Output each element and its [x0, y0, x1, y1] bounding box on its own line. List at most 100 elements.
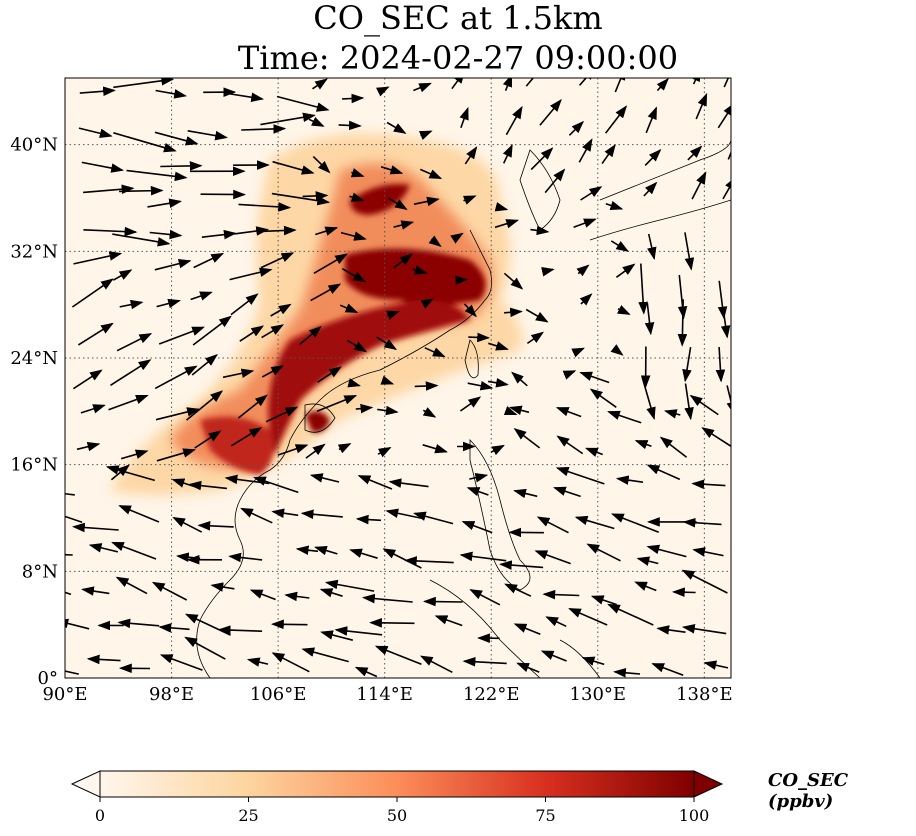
wind-arrow: [188, 480, 227, 491]
wind-arrow: [691, 171, 707, 200]
wind-arrow: [469, 472, 489, 483]
wind-arrow: [615, 263, 636, 278]
wind-arrow: [469, 589, 501, 606]
wind-arrow: [119, 185, 164, 196]
wind-arrow: [228, 552, 263, 563]
wind-arrow: [461, 520, 493, 534]
wind-arrow: [78, 127, 113, 138]
wind-arrow: [154, 259, 192, 271]
wind-arrow: [413, 511, 454, 525]
colorbar-extend-max: [693, 770, 724, 798]
colorbar-tick-label: 0: [95, 806, 105, 825]
wind-arrow: [703, 660, 729, 670]
wind-arrow: [154, 365, 198, 390]
wind-arrow: [376, 336, 398, 351]
colorbar-tick-label: 75: [535, 806, 555, 825]
lat-tick-labels: 0° 8°N 16°N 24°N 32°N 40°N: [10, 135, 58, 689]
wind-arrow: [466, 487, 489, 497]
wind-arrow: [362, 593, 413, 604]
wind-arrow: [555, 467, 605, 485]
wind-arrow: [337, 443, 352, 454]
title-line-2: Time: 2024-02-27 09:00:00: [237, 39, 679, 77]
wind-arrow: [249, 589, 276, 601]
colorbar: 0 25 50 75 100: [70, 770, 724, 825]
wind-arrow: [265, 406, 299, 423]
wind-arrow: [239, 325, 265, 342]
wind-arrow: [553, 486, 581, 498]
wind-arrow: [540, 650, 567, 662]
wind-arrow: [419, 655, 453, 674]
wind-arrow: [687, 145, 703, 161]
wind-arrow: [299, 325, 322, 346]
wind-arrow: [717, 102, 731, 129]
wind-arrow: [579, 371, 610, 384]
wind-arrow: [253, 476, 299, 494]
wind-arrow: [261, 365, 285, 378]
wind-arrow: [677, 299, 688, 347]
wind-arrow: [511, 371, 528, 387]
wind-arrow: [455, 275, 469, 286]
lat-tick-label: 0°: [38, 668, 58, 689]
wind-arrow: [414, 381, 439, 391]
wind-arrow: [613, 667, 641, 678]
lon-tick-label: 138°E: [676, 684, 733, 705]
wind-arrow: [689, 394, 719, 416]
wind-arrow: [65, 618, 90, 630]
wind-arrow: [65, 492, 75, 496]
wind-arrow: [355, 403, 374, 414]
map-panel: [65, 78, 731, 678]
wind-arrow: [105, 465, 156, 482]
wind-arrow: [149, 229, 183, 240]
wind-arrow: [110, 359, 152, 386]
wind-arrow: [276, 95, 330, 112]
wind-arrow: [210, 582, 235, 592]
wind-arrow: [573, 218, 597, 228]
wind-arrow: [536, 516, 569, 534]
wind-arrow: [644, 148, 662, 166]
wind-arrow: [585, 447, 603, 457]
wind-arrow: [346, 339, 368, 353]
colorbar-bar: [99, 770, 695, 798]
colorbar-label: CO_SEC (ppbv): [768, 770, 849, 812]
wind-arrow: [120, 449, 149, 460]
wind-arrow: [423, 596, 463, 607]
wind-arrow: [722, 176, 731, 200]
wind-arrow: [387, 197, 408, 211]
wind-arrow: [386, 121, 407, 134]
wind-arrow: [467, 381, 494, 391]
wind-arrow: [320, 630, 353, 641]
wind-arrow: [230, 427, 263, 447]
wind-arrow: [369, 618, 415, 628]
wind-arrow: [308, 116, 325, 127]
wind-arrow: [81, 586, 110, 596]
lon-tick-label: 106°E: [250, 684, 307, 705]
wind-arrow: [534, 550, 571, 565]
wind-arrow: [222, 368, 255, 379]
wind-arrow: [241, 124, 287, 134]
wind-arrow: [487, 378, 509, 388]
wind-arrow: [110, 464, 130, 481]
wind-arrow: [65, 670, 79, 675]
wind-arrow: [355, 514, 382, 525]
wind-arrow: [530, 225, 550, 236]
wind-arrow: [380, 165, 404, 175]
wind-arrow: [508, 405, 530, 415]
wind-arrow: [656, 78, 669, 92]
wind-arrow: [525, 78, 535, 87]
lat-tick-label: 24°N: [10, 348, 58, 369]
wind-arrow: [581, 656, 605, 666]
wind-arrow: [81, 161, 124, 173]
lon-tick-labels: 90°E 98°E 106°E 114°E 122°E 130°E 138°E: [42, 684, 732, 705]
wind-arrow: [72, 522, 119, 533]
wind-arrow: [271, 619, 308, 630]
wind-arrow: [240, 507, 273, 524]
wind-arrow: [404, 556, 454, 566]
lat-tick-label: 40°N: [10, 135, 58, 156]
wind-arrow: [72, 369, 103, 390]
wind-arrow: [112, 269, 133, 281]
wind-arrow: [450, 232, 464, 244]
wind-arrow: [610, 240, 629, 252]
wind-arrow: [126, 169, 188, 182]
wind-arrow: [341, 268, 366, 283]
